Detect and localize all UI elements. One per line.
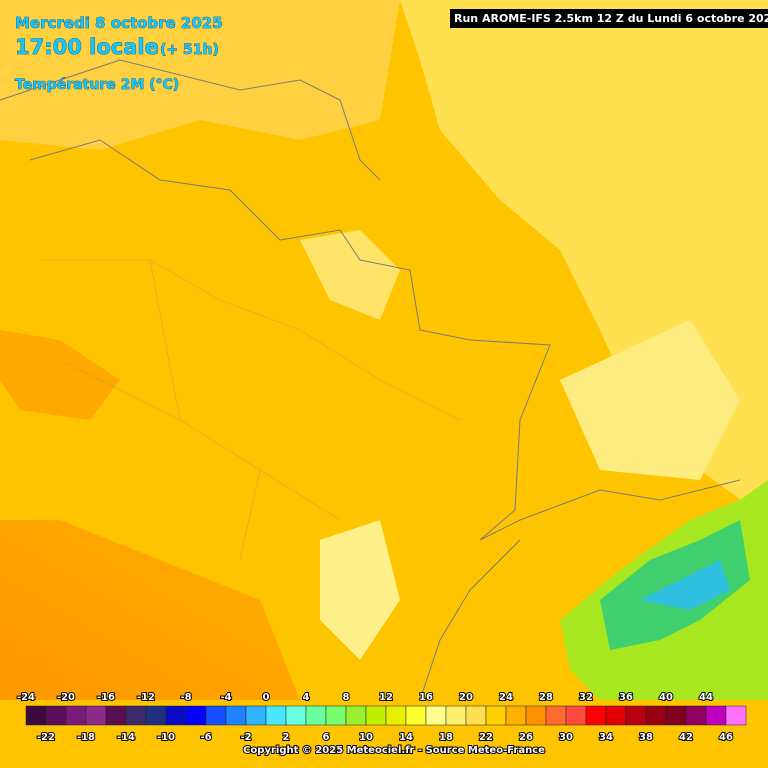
legend-swatch bbox=[205, 705, 227, 726]
legend-swatch bbox=[685, 705, 707, 726]
legend-swatch bbox=[665, 705, 687, 726]
legend-swatch bbox=[405, 705, 427, 726]
region-border bbox=[40, 259, 461, 561]
legend-label: 10 bbox=[359, 732, 373, 743]
legend-swatch bbox=[305, 705, 327, 726]
legend-label: 28 bbox=[539, 692, 553, 703]
legend-swatch bbox=[605, 705, 627, 726]
legend-label: -22 bbox=[37, 732, 55, 743]
legend-swatch bbox=[385, 705, 407, 726]
legend-swatch bbox=[465, 705, 487, 726]
legend-label: 8 bbox=[343, 692, 350, 703]
legend-swatch bbox=[525, 705, 547, 726]
legend-label: -18 bbox=[77, 732, 95, 743]
legend-swatch bbox=[85, 705, 107, 726]
legend-swatch bbox=[365, 705, 387, 726]
legend-swatch bbox=[505, 705, 527, 726]
run-label: Run AROME-IFS 2.5km 12 Z du Lundi 6 octo… bbox=[454, 12, 768, 25]
legend-swatch bbox=[705, 705, 727, 726]
legend-swatch bbox=[425, 705, 447, 726]
zone-warm bbox=[0, 520, 300, 700]
legend-swatch bbox=[585, 705, 607, 726]
legend-swatch bbox=[625, 705, 647, 726]
legend-label: 30 bbox=[559, 732, 573, 743]
legend-swatch bbox=[645, 705, 667, 726]
legend-label: -20 bbox=[57, 692, 75, 703]
legend-label: 32 bbox=[579, 692, 593, 703]
legend-swatch bbox=[285, 705, 307, 726]
legend-label: 16 bbox=[419, 692, 433, 703]
variable-label: Température 2M (°C) bbox=[15, 77, 179, 93]
legend-swatch bbox=[265, 705, 287, 726]
legend-label: 2 bbox=[283, 732, 290, 743]
legend-swatch bbox=[565, 705, 587, 726]
legend-label: -14 bbox=[117, 732, 135, 743]
legend-swatch bbox=[485, 705, 507, 726]
legend-label: 0 bbox=[263, 692, 270, 703]
legend-label: 46 bbox=[719, 732, 733, 743]
legend-swatch bbox=[185, 705, 207, 726]
legend-label: 42 bbox=[679, 732, 693, 743]
legend-label: 12 bbox=[379, 692, 393, 703]
legend-label: 22 bbox=[479, 732, 493, 743]
copyright: Copyright © 2025 Meteociel.fr - Source M… bbox=[243, 745, 545, 756]
legend-label: -10 bbox=[157, 732, 175, 743]
legend-label: -12 bbox=[137, 692, 155, 703]
legend-label: 4 bbox=[303, 692, 310, 703]
legend-label: 36 bbox=[619, 692, 633, 703]
legend-swatch bbox=[545, 705, 567, 726]
legend-swatch bbox=[325, 705, 347, 726]
zone-warm bbox=[0, 330, 120, 420]
legend-label: -16 bbox=[97, 692, 115, 703]
legend-label: -8 bbox=[180, 692, 191, 703]
legend-swatch bbox=[105, 705, 127, 726]
legend-swatch bbox=[65, 705, 87, 726]
legend-label: -4 bbox=[220, 692, 231, 703]
legend: -24-22-20-18-16-14-12-10-8-6-4-202468101… bbox=[16, 691, 747, 744]
legend-label: 26 bbox=[519, 732, 533, 743]
legend-label: 20 bbox=[459, 692, 473, 703]
legend-label: -2 bbox=[240, 732, 251, 743]
legend-swatch bbox=[145, 705, 167, 726]
legend-swatch bbox=[25, 705, 47, 726]
country-border bbox=[419, 539, 521, 701]
date-label: Mercredi 8 octobre 2025 bbox=[15, 14, 223, 32]
legend-label: -6 bbox=[200, 732, 211, 743]
legend-label: 44 bbox=[699, 692, 713, 703]
zone-cool bbox=[560, 320, 740, 480]
legend-label: 14 bbox=[399, 732, 413, 743]
legend-label: 40 bbox=[659, 692, 673, 703]
legend-swatch bbox=[725, 705, 747, 726]
legend-swatch bbox=[445, 705, 467, 726]
zone-alps bbox=[640, 560, 730, 610]
legend-swatch bbox=[345, 705, 367, 726]
legend-label: 18 bbox=[439, 732, 453, 743]
legend-label: 24 bbox=[499, 692, 513, 703]
time-label: 17:00 locale bbox=[15, 35, 159, 59]
legend-swatch bbox=[45, 705, 67, 726]
legend-label: 38 bbox=[639, 732, 653, 743]
country-border bbox=[29, 139, 741, 541]
zone-cool bbox=[320, 520, 400, 660]
lead-label: (+ 51h) bbox=[160, 42, 219, 58]
legend-swatch bbox=[125, 705, 147, 726]
legend-label: -24 bbox=[17, 692, 35, 703]
legend-swatch bbox=[245, 705, 267, 726]
zone-cool bbox=[300, 230, 400, 320]
legend-swatch bbox=[165, 705, 187, 726]
legend-swatch bbox=[225, 705, 247, 726]
coastline bbox=[0, 59, 381, 181]
zone-mild bbox=[0, 0, 400, 150]
legend-label: 34 bbox=[599, 732, 613, 743]
legend-label: 6 bbox=[323, 732, 330, 743]
run-banner bbox=[450, 9, 768, 28]
